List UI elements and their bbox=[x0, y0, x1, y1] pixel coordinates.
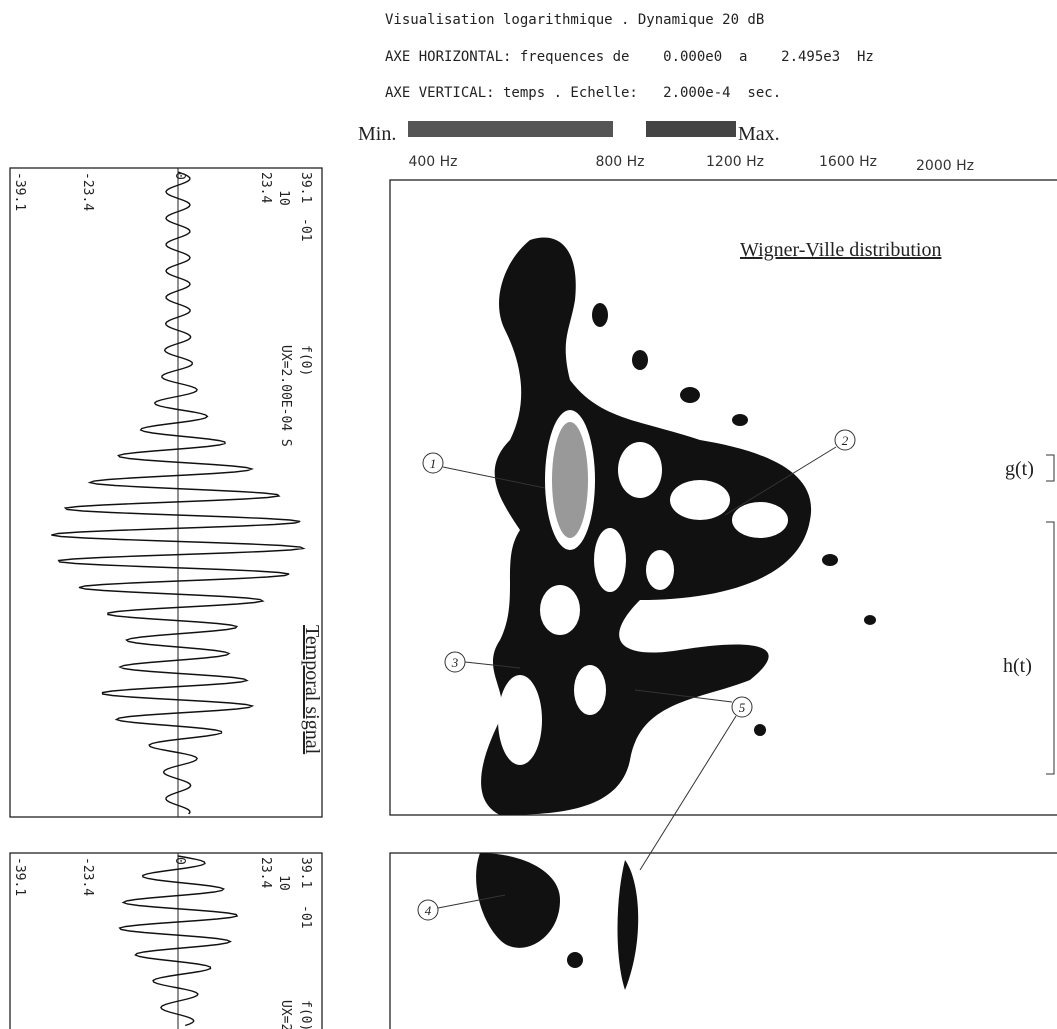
annotation: 1 bbox=[430, 456, 437, 471]
header-line: Visualisation logarithmique . Dynamique … bbox=[385, 12, 764, 28]
signal-frame bbox=[9, 167, 323, 818]
frequency-label: 1600 Hz bbox=[819, 154, 877, 170]
axis-label: -23.4 bbox=[80, 857, 95, 896]
axis-label: -39.1 bbox=[12, 172, 27, 211]
axis-label: 10 bbox=[276, 875, 291, 891]
wv-contours bbox=[476, 237, 876, 990]
header-line: AXE HORIZONTAL: frequences de 0.000e0 a … bbox=[385, 49, 874, 65]
signal-title: Temporal signal bbox=[301, 625, 323, 755]
annotation: 2 bbox=[842, 433, 849, 448]
frequency-label: 2000 Hz bbox=[916, 158, 974, 174]
axis-label: 23.4 bbox=[258, 172, 273, 203]
scale-bar bbox=[646, 121, 736, 137]
wv-title: Wigner-Ville distribution bbox=[740, 239, 941, 261]
scale-min: Min. bbox=[358, 123, 396, 145]
axis-label: -01 bbox=[298, 905, 313, 928]
header-line: AXE VERTICAL: temps . Echelle: 2.000e-4 … bbox=[385, 85, 781, 101]
scale-max: Max. bbox=[738, 123, 780, 145]
annotation: 3 bbox=[451, 655, 459, 670]
axis-label: 0 bbox=[172, 172, 187, 180]
axis-label: -39.1 bbox=[12, 857, 27, 896]
annotation: 4 bbox=[425, 903, 432, 918]
scale-bar bbox=[408, 121, 613, 137]
axis-label: 0 bbox=[172, 857, 187, 865]
axis-label: 39.1 bbox=[298, 172, 313, 203]
axis-label: -23.4 bbox=[80, 172, 95, 211]
axis-label: 39.1 bbox=[298, 857, 313, 888]
window-label: g(t) bbox=[1005, 458, 1034, 480]
axis-label: 23.4 bbox=[258, 857, 273, 888]
signal-waveform bbox=[118, 855, 239, 1027]
axis-label: -01 bbox=[298, 218, 313, 241]
annotation: 5 bbox=[739, 700, 746, 715]
axis-label: f(0) bbox=[298, 345, 313, 376]
signal-frame-bottom bbox=[9, 852, 323, 1029]
axis-label: f(0) bbox=[298, 1000, 313, 1029]
axis-label: 10 bbox=[276, 190, 291, 206]
frequency-label: 1200 Hz bbox=[706, 154, 764, 170]
axis-label: UX=2 bbox=[278, 1000, 293, 1029]
axis-label: UX=2.00E-04 S bbox=[278, 345, 293, 447]
frequency-label: 400 Hz bbox=[408, 154, 457, 170]
wv-frame-bottom bbox=[389, 852, 1057, 1029]
window-label: h(t) bbox=[1003, 655, 1032, 677]
signal-waveform bbox=[51, 171, 306, 815]
frequency-label: 800 Hz bbox=[595, 154, 644, 170]
wv-frame bbox=[389, 179, 1057, 816]
